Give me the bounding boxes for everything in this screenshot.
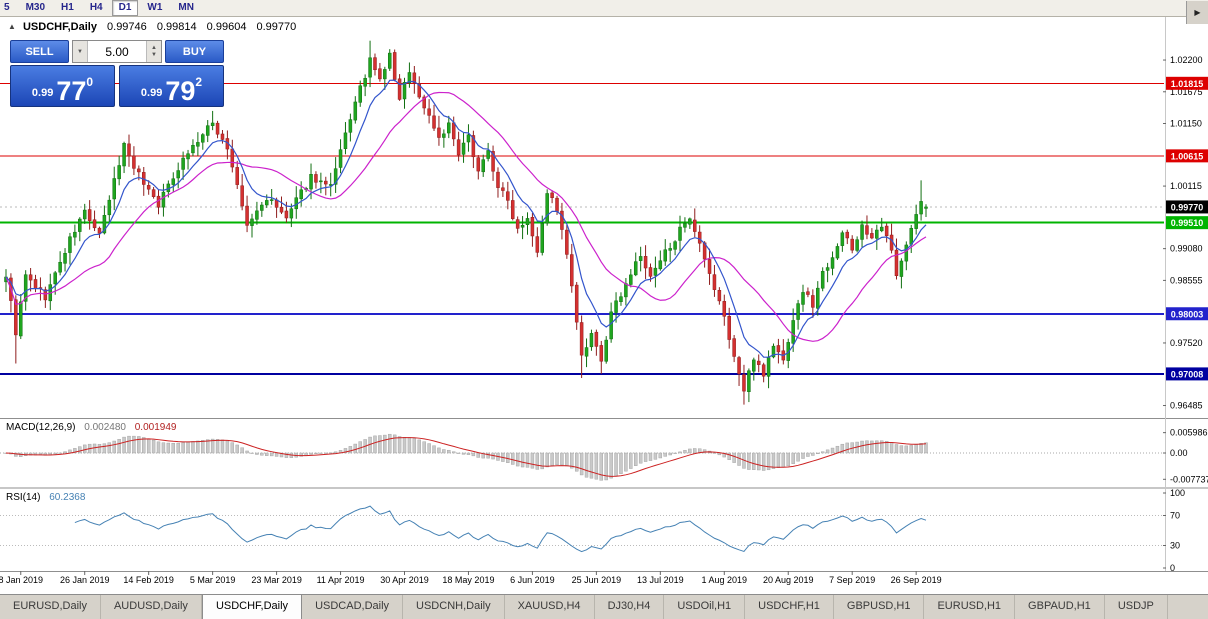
svg-text:26 Sep 2019: 26 Sep 2019 [891,575,942,585]
volume-input[interactable] [88,41,146,62]
timeframe-button-MN[interactable]: MN [178,2,194,13]
svg-text:11 Apr 2019: 11 Apr 2019 [317,575,365,585]
svg-text:0.00: 0.00 [1170,448,1188,458]
timeframe-button-D1[interactable]: D1 [111,0,139,16]
chart-tab-xauusd-h4[interactable]: XAUUSD,H4 [505,595,595,619]
timeframe-toolbar: 5 M30 H1 H4 D1 W1 MN [0,0,1208,17]
svg-text:26 Jan 2019: 26 Jan 2019 [60,575,110,585]
symbol-period-label: USDCHF,Daily [22,21,97,33]
svg-text:1.01815: 1.01815 [1171,79,1204,89]
svg-text:6 Jun 2019: 6 Jun 2019 [510,575,555,585]
tab-scroll-right-button[interactable]: ▶ [1186,1,1208,24]
svg-text:0: 0 [1170,563,1175,573]
buy-price-point: 2 [195,75,203,89]
chart-tab-usdcnh-daily[interactable]: USDCNH,Daily [403,595,505,619]
chart-tab-gbpaud-h1[interactable]: GBPAUD,H1 [1015,595,1105,619]
volume-field: ▼ ▲ ▼ [72,40,162,63]
svg-text:0.99080: 0.99080 [1170,244,1203,254]
macd-histogram-layer [4,433,928,481]
spin-up-icon[interactable]: ▲ [151,44,157,51]
chart-title: ▲ USDCHF,Daily 0.99746 0.99814 0.99604 0… [8,21,296,33]
timeframe-button-H1[interactable]: H1 [61,2,74,13]
ohlc-close: 0.99770 [256,21,297,33]
panel-toggle-icon[interactable]: ▲ [8,22,16,31]
svg-text:0.97520: 0.97520 [1170,338,1203,348]
buy-price-major: 0.99 [140,87,163,99]
rsi-name: RSI(14) [6,492,41,503]
svg-text:8 Jan 2019: 8 Jan 2019 [0,575,43,585]
timeframe-button-H4[interactable]: H4 [89,2,103,13]
svg-text:0.005986: 0.005986 [1170,428,1208,438]
svg-text:13 Jul 2019: 13 Jul 2019 [637,575,684,585]
timeframe-button-5[interactable]: 5 [4,2,10,13]
volume-spinner[interactable]: ▲ ▼ [146,41,161,62]
chart-tab-usdchf-daily[interactable]: USDCHF,Daily [201,595,303,619]
ohlc-high: 0.99814 [156,21,197,33]
one-click-trade-panel: SELL ▼ ▲ ▼ BUY 0.99 77 0 0.99 79 2 [10,40,224,107]
svg-text:1.02200: 1.02200 [1170,55,1203,65]
rsi-indicator-label: RSI(14) 60.2368 [6,492,85,503]
svg-text:70: 70 [1170,511,1180,521]
svg-text:23 Mar 2019: 23 Mar 2019 [251,575,302,585]
svg-text:0.98003: 0.98003 [1171,309,1204,319]
macd-main-value: 0.002480 [84,422,126,433]
macd-indicator-label: MACD(12,26,9) 0.002480 0.001949 [6,422,176,433]
chart-tab-audusd-daily[interactable]: AUDUSD,Daily [101,595,202,619]
buy-button[interactable]: BUY [165,40,224,63]
chart-tab-usdoil-h1[interactable]: USDOil,H1 [664,595,746,619]
chart-tab-gbpusd-h1[interactable]: GBPUSD,H1 [834,595,925,619]
ohlc-low: 0.99604 [206,21,247,33]
sell-price-point: 0 [86,75,94,89]
svg-text:1.01675: 1.01675 [1170,87,1203,97]
sell-price-button[interactable]: 0.99 77 0 [10,65,115,107]
ohlc-open: 0.99746 [107,21,147,33]
svg-text:1.00615: 1.00615 [1171,151,1204,161]
svg-text:0.99770: 0.99770 [1171,202,1204,212]
svg-text:30 Apr 2019: 30 Apr 2019 [380,575,429,585]
svg-text:18 May 2019: 18 May 2019 [442,575,494,585]
chart-tab-eurusd-daily[interactable]: EURUSD,Daily [0,595,101,619]
sell-button[interactable]: SELL [10,40,69,63]
svg-text:20 Aug 2019: 20 Aug 2019 [763,575,814,585]
chart-tab-usdchf-h1[interactable]: USDCHF,H1 [745,595,834,619]
chart-tab-dj30-h4[interactable]: DJ30,H4 [595,595,665,619]
sell-price-major: 0.99 [31,87,54,99]
rsi-value: 60.2368 [49,492,86,503]
svg-text:0.98555: 0.98555 [1170,275,1203,285]
svg-text:-0.007737: -0.007737 [1170,474,1208,484]
svg-text:14 Feb 2019: 14 Feb 2019 [123,575,174,585]
timeframe-button-M30[interactable]: M30 [25,2,46,13]
svg-text:100: 100 [1170,488,1185,498]
svg-text:0.96485: 0.96485 [1170,401,1203,411]
svg-text:1.01150: 1.01150 [1170,119,1202,129]
volume-dropdown-icon[interactable]: ▼ [73,41,88,62]
svg-text:0.97008: 0.97008 [1171,369,1204,379]
chart-tab-usdcad-daily[interactable]: USDCAD,Daily [302,595,404,619]
svg-text:30: 30 [1170,541,1180,551]
svg-text:0.99510: 0.99510 [1171,218,1204,228]
svg-text:5 Mar 2019: 5 Mar 2019 [190,575,236,585]
macd-signal-value: 0.001949 [134,422,177,433]
chart-tab-usdjp[interactable]: USDJP [1105,595,1168,619]
chart-tab-bar: EURUSD,Daily AUDUSD,Daily USDCHF,Daily USDC… [0,594,1208,619]
buy-price-pips: 79 [165,75,196,106]
spin-down-icon[interactable]: ▼ [151,51,157,58]
svg-text:25 Jun 2019: 25 Jun 2019 [572,575,622,585]
svg-text:7 Sep 2019: 7 Sep 2019 [829,575,875,585]
sell-price-pips: 77 [56,75,87,106]
timeframe-button-W1[interactable]: W1 [147,2,163,13]
svg-text:1.00115: 1.00115 [1170,181,1202,191]
macd-name: MACD(12,26,9) [6,422,76,433]
svg-text:1 Aug 2019: 1 Aug 2019 [702,575,748,585]
buy-price-button[interactable]: 0.99 79 2 [119,65,224,107]
chart-tab-eurusd-h1[interactable]: EURUSD,H1 [924,595,1016,619]
